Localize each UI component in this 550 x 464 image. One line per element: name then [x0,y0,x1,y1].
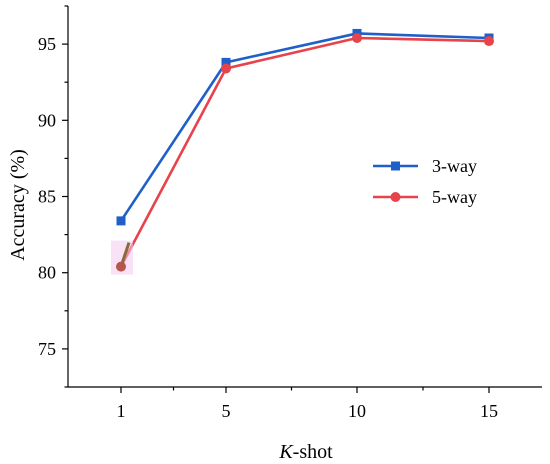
y-tick-label-85: 85 [38,187,56,207]
legend: 3-way 5-way [373,156,477,207]
x-tick-label-5: 5 [222,401,231,421]
legend-marker-3-way [391,161,400,171]
series-line-3-way [119,32,490,222]
y-tick-label-95: 95 [38,34,56,54]
x-axis-ticks: 1 5 10 15 [117,387,498,421]
point-5-way-5 [221,63,231,74]
legend-marker-5-way [390,192,401,202]
x-tick-label-10: 10 [348,401,366,421]
y-tick-label-75: 75 [38,339,56,359]
series-line-5-way [119,36,490,268]
x-axis-title: K-shot [278,441,333,463]
point-3-way-5 [221,57,231,67]
point-5-way-1 [116,261,126,272]
legend-label-5-way: 5-way [432,187,477,207]
series-layer [111,28,494,275]
legend-label-3-way: 3-way [432,156,477,176]
y-tick-label-90: 90 [38,110,56,130]
point-5-way-10 [352,33,362,44]
x-tick-label-15: 15 [480,401,498,421]
x-axis-title-rest: -shot [293,441,333,463]
point-3-way-1 [116,216,126,226]
y-tick-label-80: 80 [38,263,56,283]
x-axis-title-italic: K [278,441,294,463]
point-5-way-15 [484,36,494,47]
y-axis-ticks: 75 80 85 90 95 [38,5,68,388]
y-axis-title: Accuracy (%) [7,149,29,261]
x-tick-label-1: 1 [117,401,126,421]
